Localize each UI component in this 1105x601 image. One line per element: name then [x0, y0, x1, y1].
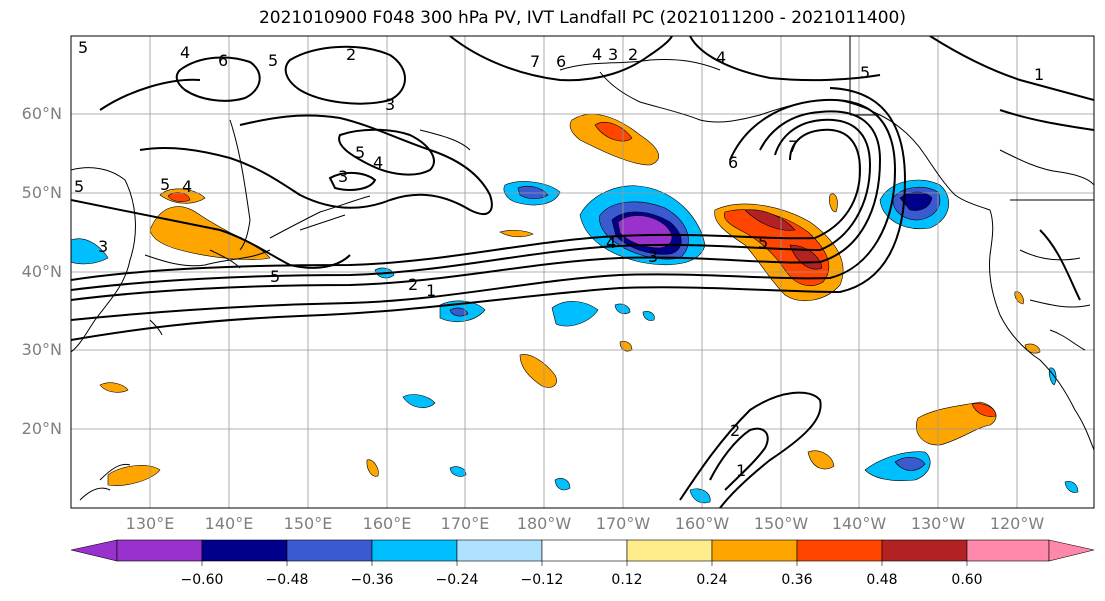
colorbar-swatch — [116, 539, 203, 562]
lon-label: 170°W — [595, 514, 651, 533]
contour-label: 6 — [556, 52, 566, 71]
colorbar-tick-label: −0.24 — [435, 572, 479, 588]
contour-label: 3 — [648, 247, 658, 266]
lon-label: 130°E — [125, 514, 175, 533]
colorbar-swatch — [201, 539, 288, 562]
lon-label: 180°W — [516, 514, 572, 533]
contour-label: 2 — [730, 421, 740, 440]
colorbar-tick-label: −0.48 — [265, 572, 309, 588]
lon-label: 140°E — [204, 514, 254, 533]
lon-label: 130°W — [910, 514, 966, 533]
contour-label: 5 — [268, 51, 278, 70]
colorbar-tick-label: 0.24 — [696, 572, 728, 588]
contour-label: 4 — [592, 45, 602, 64]
colorbar-tick-label: 0.12 — [611, 572, 643, 588]
contour-label: 4 — [180, 43, 190, 62]
contour-label: 7 — [530, 52, 540, 71]
lat-label: 30°N — [21, 340, 62, 359]
colorbar-swatch — [456, 539, 543, 562]
contour-label: 6 — [728, 153, 738, 172]
contour-label: 3 — [338, 167, 348, 186]
colorbar-tick-label: 0.60 — [951, 572, 983, 588]
colorbar-tick-label: −0.36 — [350, 572, 394, 588]
colorbar-swatch — [371, 539, 458, 562]
colorbar-extend-max — [1048, 539, 1095, 562]
contour-label: 5 — [860, 63, 870, 82]
lat-label: 60°N — [21, 104, 62, 123]
lon-label: 150°E — [283, 514, 333, 533]
contour-labels: 5 4 6 5 2 7 6 4 3 2 4 5 1 3 5 4 3 6 7 5 … — [74, 38, 1044, 480]
colorbar-tick-label: 0.36 — [781, 572, 813, 588]
contour-label: 1 — [426, 281, 436, 300]
contour-label: 5 — [270, 267, 280, 286]
contour-label: 1 — [736, 461, 746, 480]
contour-label: 1 — [1034, 65, 1044, 84]
lon-label: 120°W — [989, 514, 1045, 533]
figure-title: 2021010900 F048 300 hPa PV, IVT Landfall… — [258, 8, 906, 28]
colorbar-swatch — [881, 539, 968, 562]
colorbar — [70, 539, 1095, 566]
colorbar-swatch — [541, 539, 628, 562]
colorbar-extend-min — [70, 539, 118, 562]
contour-label: 3 — [385, 95, 395, 114]
contour-label: 4 — [716, 48, 726, 67]
colorbar-swatch — [796, 539, 883, 562]
lon-label: 150°W — [753, 514, 809, 533]
lat-label: 50°N — [21, 183, 62, 202]
lon-label: 140°W — [831, 514, 887, 533]
contour-label: 5 — [758, 233, 768, 252]
lon-label: 170°E — [440, 514, 490, 533]
colorbar-swatch — [711, 539, 798, 562]
contour-label: 2 — [628, 45, 638, 64]
contour-label: 6 — [218, 51, 228, 70]
contour-label: 5 — [160, 175, 170, 194]
lat-label: 40°N — [21, 262, 62, 281]
colorbar-tick-label: −0.12 — [520, 572, 564, 588]
pv-contours — [71, 36, 1094, 508]
colorbar-swatch — [966, 539, 1050, 562]
lon-label: 160°W — [674, 514, 730, 533]
contour-label: 4 — [182, 177, 192, 196]
colorbar-swatch — [626, 539, 713, 562]
contour-label: 3 — [98, 237, 108, 256]
map-panel: 5 4 6 5 2 7 6 4 3 2 4 5 1 3 5 4 3 6 7 5 … — [71, 36, 1094, 508]
colorbar-tick-label: −0.60 — [180, 572, 224, 588]
lon-label: 160°E — [362, 514, 412, 533]
colorbar-tick-label: 0.48 — [866, 572, 898, 588]
contour-label: 7 — [788, 137, 798, 156]
contour-label: 4 — [606, 233, 616, 252]
contour-label: 3 — [608, 45, 618, 64]
contour-label: 5 — [78, 38, 88, 57]
contour-label: 2 — [408, 275, 418, 294]
contour-label: 2 — [346, 45, 356, 64]
lat-label: 20°N — [21, 419, 62, 438]
colorbar-swatch — [286, 539, 373, 562]
contour-label: 5 — [74, 177, 84, 196]
contour-label: 5 — [355, 143, 365, 162]
contour-label: 4 — [373, 153, 383, 172]
map-frame — [70, 35, 1095, 509]
